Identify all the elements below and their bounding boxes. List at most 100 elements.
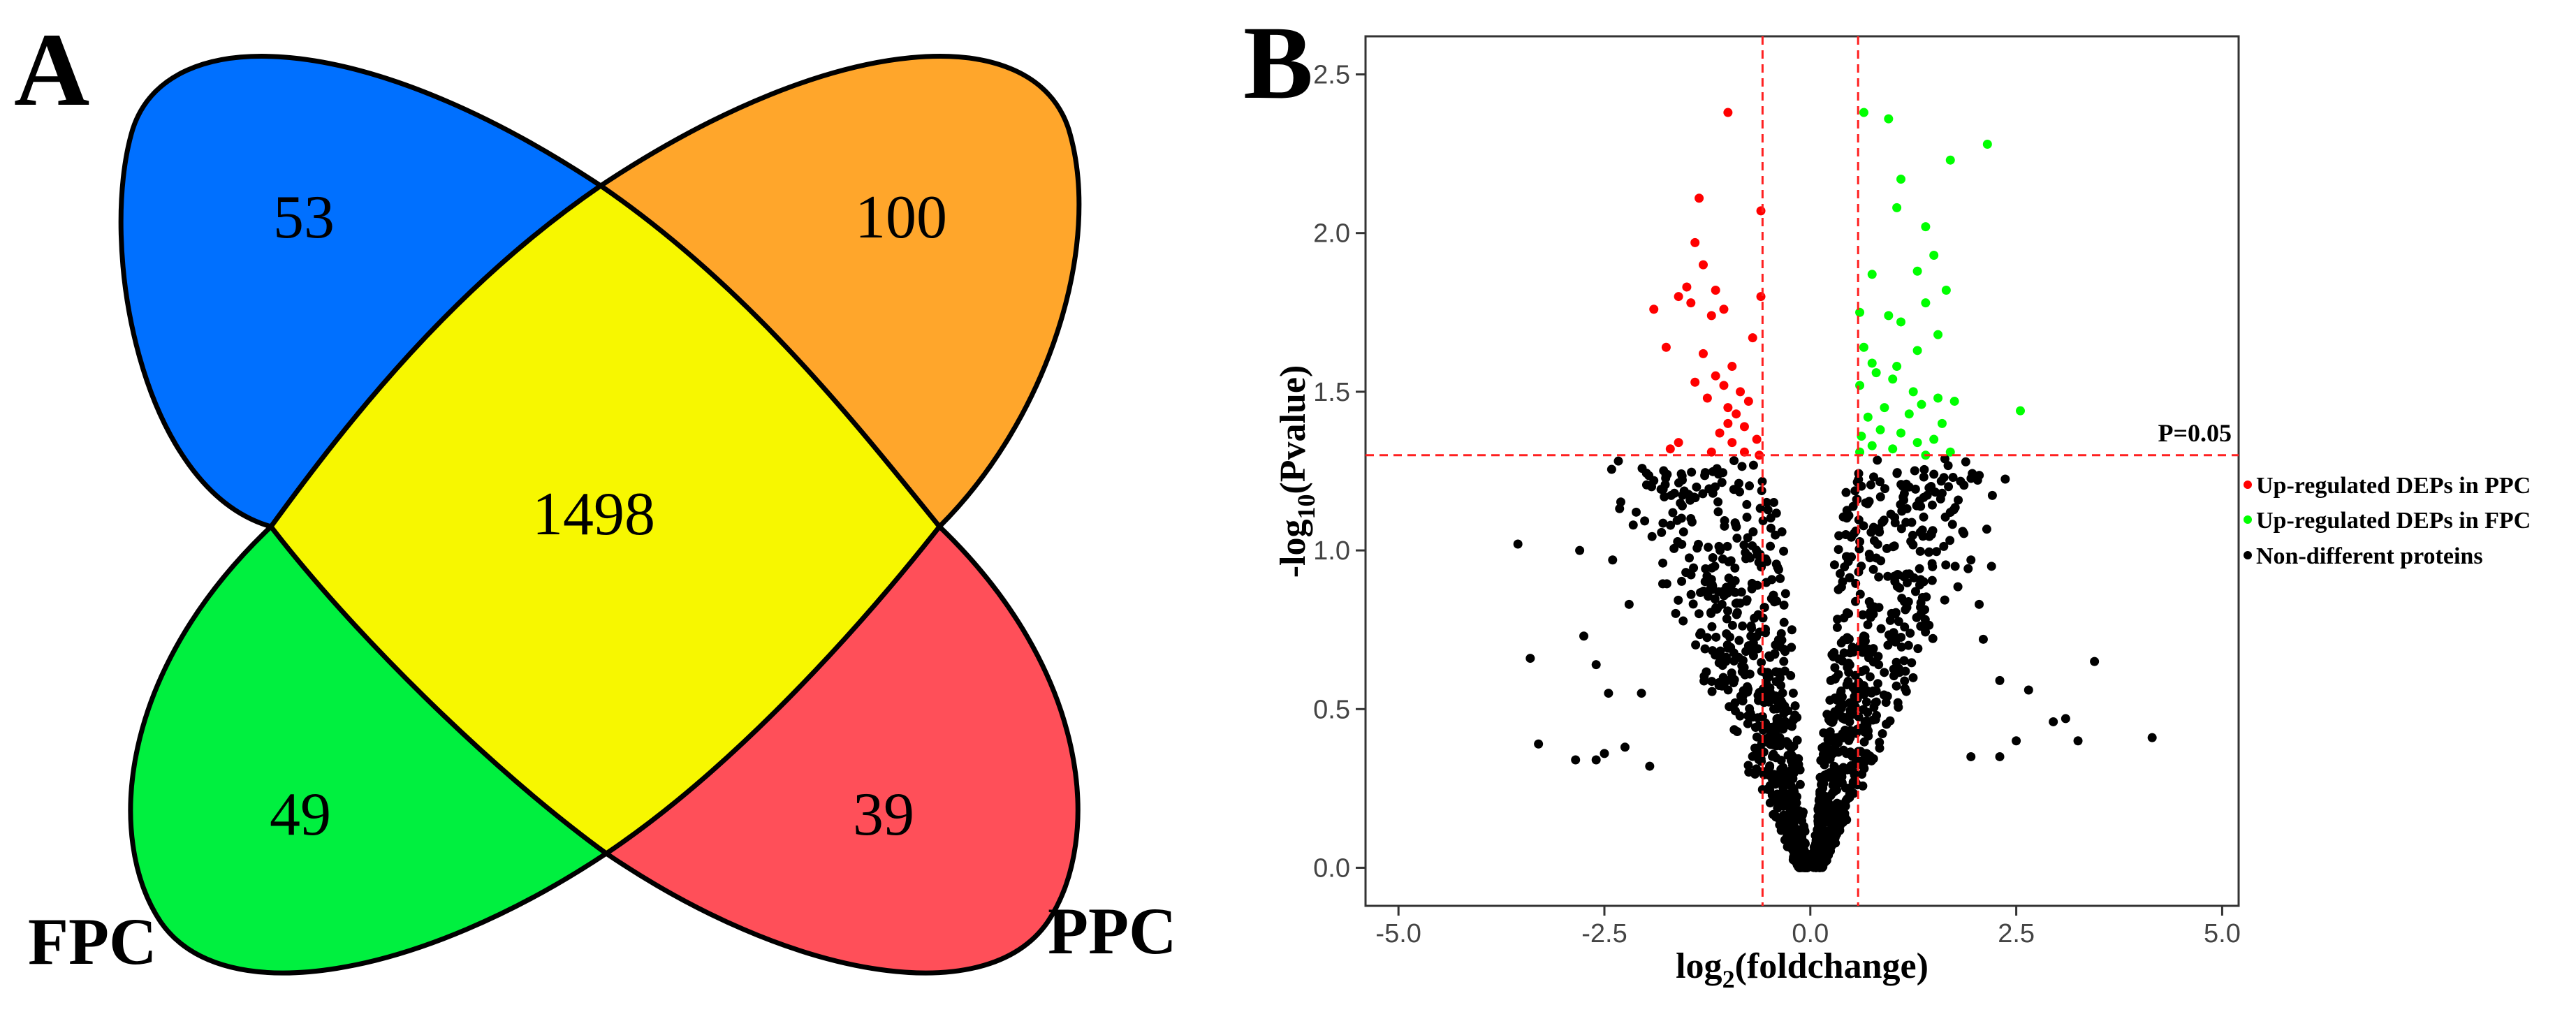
point-non-different	[1829, 560, 1839, 570]
point-non-different	[1860, 717, 1870, 726]
point-non-different	[1924, 547, 1934, 557]
point-non-different	[1779, 546, 1789, 556]
point-non-different	[1915, 564, 1924, 573]
point-up-fpc	[1896, 428, 1906, 438]
point-non-different	[1945, 536, 1955, 545]
threshold-label: P=0.05	[2158, 419, 2232, 447]
point-non-different	[1723, 606, 1733, 616]
point-non-different	[1783, 789, 1793, 799]
point-non-different	[1637, 689, 1646, 698]
point-up-fpc	[1896, 317, 1906, 327]
panel-a-letter: A	[14, 12, 89, 128]
point-non-different	[1669, 488, 1679, 498]
point-non-different	[1900, 622, 1910, 632]
point-up-ppc	[1739, 422, 1749, 432]
point-non-different	[1604, 689, 1613, 698]
point-non-different	[1861, 697, 1871, 707]
point-non-different	[1891, 637, 1901, 647]
point-up-fpc	[1855, 307, 1865, 317]
point-non-different	[1894, 703, 1903, 712]
point-non-different	[1734, 636, 1744, 645]
legend: Up-regulated DEPs in PPC Up-regulated DE…	[2244, 473, 2531, 569]
point-up-ppc	[1702, 393, 1712, 403]
point-up-fpc	[1867, 358, 1877, 368]
point-non-different	[1871, 686, 1881, 696]
x-axis-title-rest: (foldchange)	[1735, 946, 1929, 986]
point-non-different	[1730, 563, 1740, 573]
point-non-different	[1628, 520, 1638, 530]
point-non-different	[2024, 685, 2033, 695]
point-non-different	[1775, 815, 1785, 825]
point-non-different	[1722, 614, 1732, 624]
point-up-fpc	[1871, 368, 1881, 378]
point-non-different	[1858, 610, 1868, 619]
point-non-different	[1640, 516, 1650, 526]
point-non-different	[1901, 518, 1911, 527]
point-non-different	[1790, 701, 1800, 711]
point-non-different	[1944, 482, 1954, 492]
point-up-ppc	[1727, 362, 1737, 372]
point-non-different	[1800, 839, 1810, 849]
point-non-different	[1780, 589, 1790, 599]
point-non-different	[1936, 476, 1946, 486]
point-non-different	[1727, 668, 1736, 678]
point-non-different	[1940, 454, 1949, 464]
point-non-different	[1694, 609, 1704, 619]
point-non-different	[2012, 736, 2021, 746]
legend-marker-black	[2244, 551, 2252, 559]
point-non-different	[1766, 541, 1776, 551]
point-non-different	[1889, 664, 1898, 674]
point-non-different	[1722, 640, 1732, 650]
point-non-different	[1757, 476, 1767, 486]
point-non-different	[1824, 815, 1834, 825]
point-non-different	[1616, 497, 1625, 507]
point-non-different	[1878, 516, 1888, 526]
point-non-different	[1859, 737, 1869, 747]
point-non-different	[1762, 784, 1772, 794]
point-non-different	[1729, 485, 1739, 494]
point-non-different	[1579, 631, 1588, 641]
x-tick-label: -2.5	[1581, 919, 1627, 948]
point-non-different	[1525, 654, 1535, 663]
point-non-different	[1995, 675, 2005, 685]
point-non-different	[1963, 564, 1973, 573]
point-non-different	[1793, 844, 1803, 853]
point-non-different	[1620, 742, 1630, 752]
point-non-different	[1754, 696, 1764, 705]
point-non-different	[1757, 657, 1766, 667]
point-non-different	[1922, 490, 1932, 500]
point-non-different	[1830, 707, 1840, 717]
point-non-different	[1698, 489, 1708, 499]
point-non-different	[1871, 714, 1880, 724]
point-non-different	[1915, 580, 1924, 589]
point-non-different	[1747, 578, 1757, 588]
point-non-different	[1987, 490, 1997, 500]
point-non-different	[1657, 579, 1667, 589]
point-non-different	[1658, 558, 1668, 568]
point-non-different	[1783, 706, 1793, 716]
point-non-different	[1772, 789, 1782, 799]
point-non-different	[1748, 651, 1758, 661]
point-non-different	[1679, 486, 1689, 496]
point-non-different	[1875, 738, 1885, 747]
point-up-ppc	[1674, 438, 1683, 448]
point-non-different	[1779, 617, 1789, 627]
point-non-different	[1641, 480, 1651, 490]
point-non-different	[1762, 578, 1771, 587]
y-tick-label: 0.0	[1313, 853, 1350, 883]
point-up-fpc	[1888, 444, 1898, 454]
point-non-different	[1842, 815, 1852, 825]
point-non-different	[1607, 464, 1616, 474]
point-non-different	[1902, 578, 1912, 587]
x-tick-label: -5.0	[1375, 919, 1421, 948]
point-non-different	[1875, 492, 1885, 501]
point-non-different	[1874, 572, 1884, 582]
point-non-different	[1873, 679, 1882, 689]
point-up-fpc	[1867, 270, 1877, 279]
point-non-different	[1771, 508, 1781, 518]
point-non-different	[1720, 516, 1729, 526]
point-non-different	[1743, 761, 1753, 770]
point-non-different	[1724, 585, 1734, 594]
point-non-different	[1882, 719, 1891, 729]
point-non-different	[1907, 658, 1917, 668]
